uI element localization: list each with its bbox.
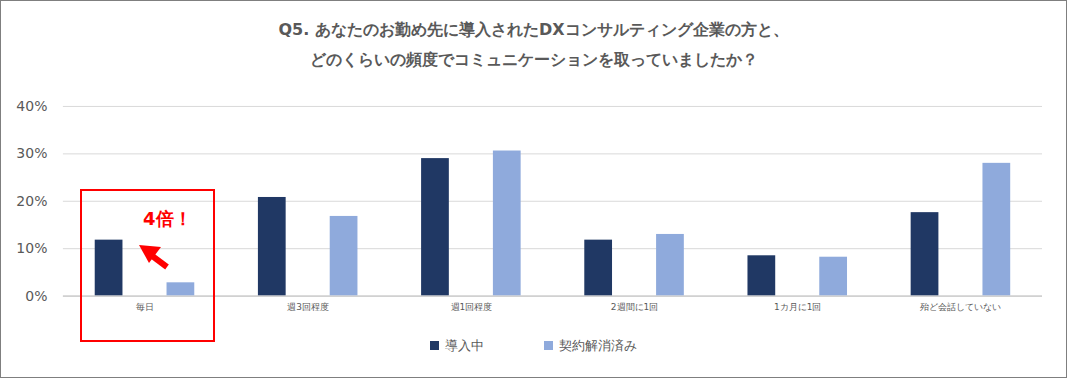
svg-text:1カ月に1回: 1カ月に1回 — [774, 302, 821, 312]
svg-text:2週間に1回: 2週間に1回 — [611, 302, 658, 312]
svg-text:週3回程度: 週3回程度 — [287, 302, 329, 312]
html-text:導入中: 導入中 — [445, 337, 484, 353]
svg-text:0%: 0% — [25, 288, 47, 304]
svg-text:40%: 40% — [16, 98, 47, 114]
svg-text:30%: 30% — [16, 145, 47, 161]
svg-text:週1回程度: 週1回程度 — [451, 302, 493, 312]
html-text:契約解消済み: 契約解消済み — [559, 337, 637, 353]
html-text:Q5. あなたのお勤め先に導入されたDXコンサルティング企業: Q5. あなたのお勤め先に導入されたDXコンサルティング企業の方と、 どのくらい… — [278, 20, 789, 69]
svg-text:20%: 20% — [16, 193, 47, 209]
svg-text:毎日: 毎日 — [136, 302, 154, 312]
svg-text:10%: 10% — [16, 240, 47, 256]
svg-text:殆ど会話していない: 殆ど会話していない — [920, 302, 1001, 312]
svg-text:4倍！: 4倍！ — [143, 208, 192, 229]
